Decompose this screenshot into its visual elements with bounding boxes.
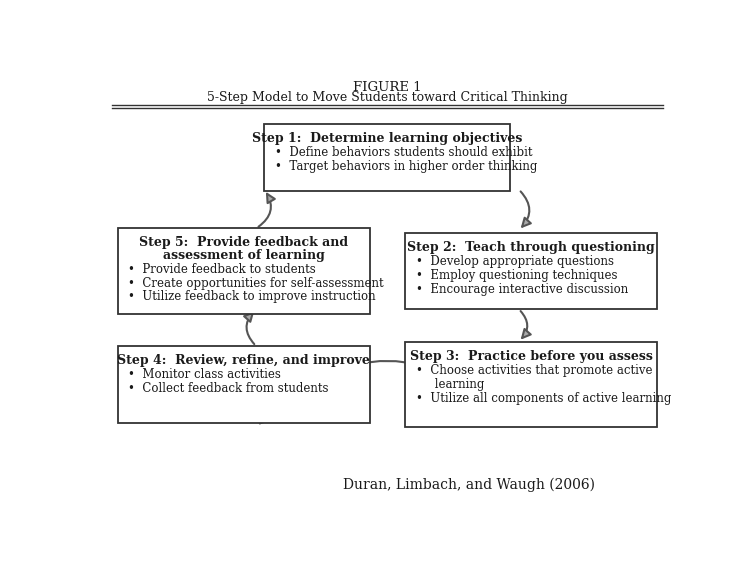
Text: Step 2:  Teach through questioning: Step 2: Teach through questioning <box>407 241 655 253</box>
Text: Step 1:  Determine learning objectives: Step 1: Determine learning objectives <box>253 132 522 145</box>
Text: •  Choose activities that promote active: • Choose activities that promote active <box>416 364 652 377</box>
FancyBboxPatch shape <box>405 233 657 309</box>
Text: Step 4:  Review, refine, and improve: Step 4: Review, refine, and improve <box>117 354 370 367</box>
Text: •  Create opportunities for self-assessment: • Create opportunities for self-assessme… <box>129 277 384 290</box>
Text: Step 3:  Practice before you assess: Step 3: Practice before you assess <box>410 350 652 363</box>
Text: learning: learning <box>416 378 484 391</box>
Text: Step 5:  Provide feedback and: Step 5: Provide feedback and <box>139 236 349 249</box>
Text: •  Develop appropriate questions: • Develop appropriate questions <box>416 255 614 268</box>
FancyBboxPatch shape <box>405 342 657 427</box>
Text: •  Utilize feedback to improve instruction: • Utilize feedback to improve instructio… <box>129 290 376 303</box>
Text: 5-Step Model to Move Students toward Critical Thinking: 5-Step Model to Move Students toward Cri… <box>207 91 568 104</box>
Text: Duran, Limbach, and Waugh (2006): Duran, Limbach, and Waugh (2006) <box>343 478 596 492</box>
Text: •  Monitor class activities: • Monitor class activities <box>129 368 281 381</box>
FancyBboxPatch shape <box>265 124 510 192</box>
FancyBboxPatch shape <box>118 229 370 314</box>
Text: •  Encourage interactive discussion: • Encourage interactive discussion <box>416 282 627 295</box>
Text: FIGURE 1: FIGURE 1 <box>353 81 422 94</box>
Text: •  Employ questioning techniques: • Employ questioning techniques <box>416 269 617 282</box>
Text: •  Collect feedback from students: • Collect feedback from students <box>129 382 329 395</box>
Text: •  Utilize all components of active learning: • Utilize all components of active learn… <box>416 392 671 405</box>
Text: •  Target behaviors in higher order thinking: • Target behaviors in higher order think… <box>275 159 538 172</box>
Text: •  Define behaviors students should exhibit: • Define behaviors students should exhib… <box>275 146 532 159</box>
FancyBboxPatch shape <box>118 346 370 423</box>
Text: •  Provide feedback to students: • Provide feedback to students <box>129 263 316 276</box>
Text: assessment of learning: assessment of learning <box>163 248 325 261</box>
